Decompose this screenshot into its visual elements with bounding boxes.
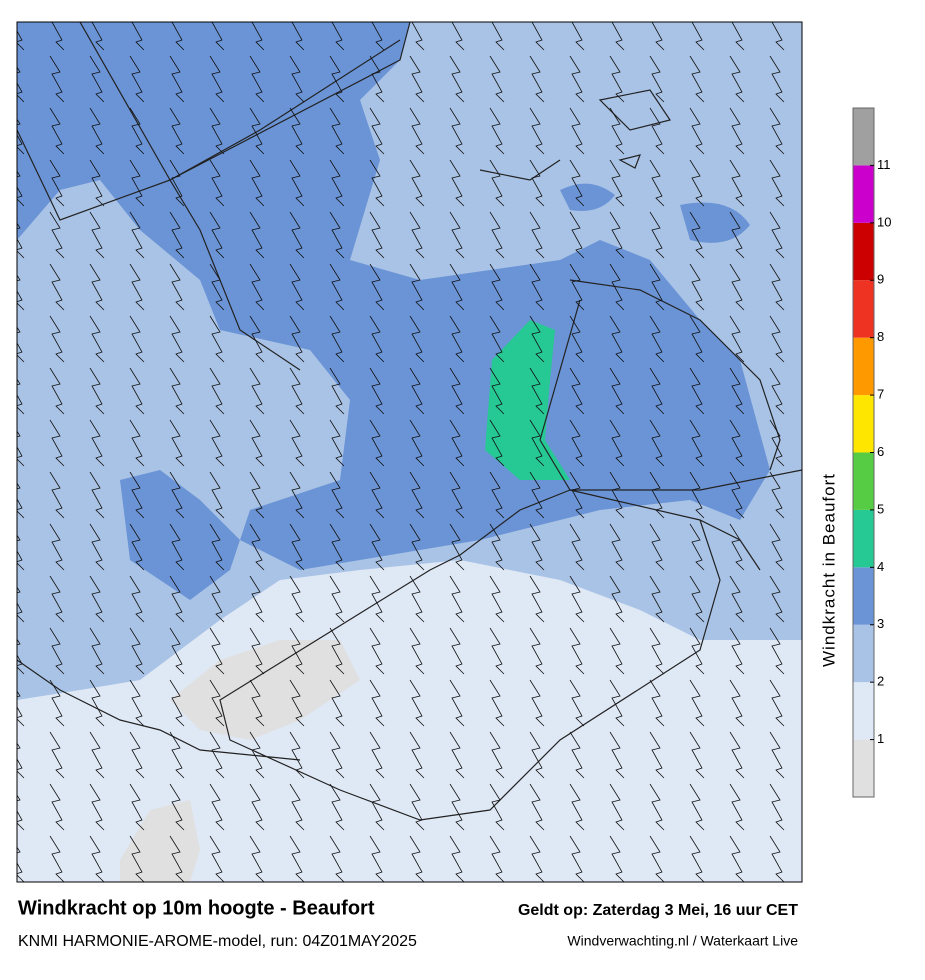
- colorbar-tick-label: 1: [877, 731, 884, 746]
- colorbar-swatch: [853, 108, 874, 166]
- map-frame: [16, 21, 803, 883]
- credit: Windverwachting.nl / Waterkaart Live: [567, 933, 798, 949]
- colorbar-tick-label: 6: [877, 444, 884, 459]
- colorbar-tick-label: 3: [877, 616, 884, 631]
- colorbar: 1 2 3 4 5 6 7 8 9 10 11: [852, 107, 891, 798]
- colorbar-swatch: [853, 509, 874, 568]
- map: [17, 22, 802, 882]
- colorbar-swatch: [853, 395, 874, 453]
- subtitle: KNMI HARMONIE-AROME-model, run: 04Z01MAY…: [18, 933, 417, 950]
- title: Windkracht op 10m hoogte - Beaufort: [18, 897, 375, 919]
- colorbar-swatch: [853, 165, 874, 223]
- colorbar-tick-label: 9: [877, 272, 884, 287]
- colorbar-tick-label: 8: [877, 329, 884, 344]
- colorbar-tick-label: 7: [877, 387, 884, 402]
- colorbar-swatch: [853, 452, 874, 510]
- colorbar-tick-label: 2: [877, 674, 884, 689]
- colorbar-tick-label: 11: [877, 157, 891, 172]
- colorbar-swatch: [853, 624, 874, 683]
- valid-time: Geldt op: Zaterdag 3 Mei, 16 uur CET: [518, 902, 798, 919]
- colorbar-tick-label: 10: [877, 214, 891, 229]
- colorbar-tick-label: 5: [877, 501, 884, 516]
- colorbar-swatch: [853, 682, 874, 740]
- colorbar-swatch: [853, 222, 874, 281]
- colorbar-swatch: [853, 739, 874, 797]
- colorbar-swatch: [853, 280, 874, 338]
- colorbar-label: Windkracht in Beaufort: [819, 473, 838, 667]
- colorbar-tick-label: 4: [877, 559, 884, 574]
- colorbar-swatch: [853, 337, 874, 396]
- colorbar-swatch: [853, 567, 874, 625]
- wind-barbs: [17, 22, 802, 882]
